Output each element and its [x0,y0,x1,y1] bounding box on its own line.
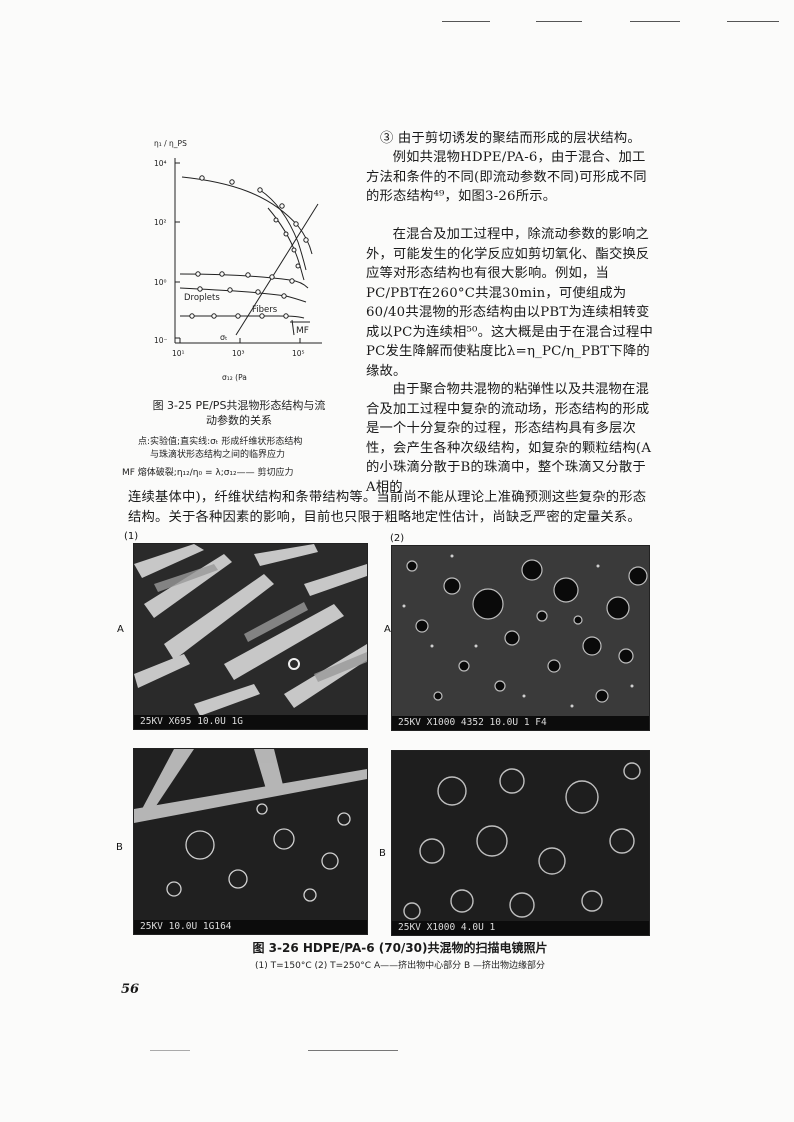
y-tick: 10⁻ [154,336,168,345]
row-label: B [116,842,123,853]
legend-line: MF 熔体破裂;η₁₂/η₀ = λ;σ₁₂—— 剪切应力 [122,468,294,478]
caption-line: 动参数的关系 [206,414,272,427]
mf-label: MF [296,326,309,336]
y-tick: 10² [154,218,167,227]
sem-info-bar: 25KV X1000 4.0U 1 [392,921,649,935]
droplets-label: Droplets [184,293,220,303]
paragraph: 由于聚合物共混物的粘弹性以及共混物在混合及加工过程中复杂的流动场，形态结构的形成… [366,382,652,495]
caption-line: 图 3-25 PE/PS共混物形态结构与流 [152,399,326,412]
fibers-label: Fibers [252,305,278,315]
column-label: (2) [390,533,405,544]
paragraph: ③ 由于剪切诱发的聚结而形成的层状结构。 [380,131,641,146]
sem-photo-1b: 25KV 10.0U 1G164 [133,748,368,935]
legend-line: 与珠滴状形态结构之间的临界应力 [150,450,286,460]
x-tick: 10¹ [172,349,185,358]
row-label: A [384,624,391,635]
sigma-label: σₜ [220,333,227,342]
y-axis-label: η₁ / η_PS [154,139,187,148]
sem-photo-1a: 25KV X695 10.0U 1G [133,543,368,730]
figure-3-25-caption: 图 3-25 PE/PS共混物形态结构与流 动参数的关系 [124,398,354,428]
figure-3-26-caption: 图 3-26 HDPE/PA-6 (70/30)共混物的扫描电镜照片 [252,941,548,955]
paragraph: 例如共混物HDPE/PA-6，由于混合、加工方法和条件的不同(即流动参数不同)可… [366,150,647,204]
paragraph: 在混合及加工过程中，除流动参数的影响之外，可能发生的化学反应如剪切氧化、酯交换反… [366,227,654,379]
sem-info-bar: 25KV X695 10.0U 1G [134,715,367,729]
x-tick: 10⁵ [292,349,305,358]
figure-3-25-plot: η₁ / η_PS 10⁴ 10² 10⁰ 10⁻ 10¹ 10³ 10⁵ σ₁… [140,130,360,390]
legend-line: 点:实验值;直实线:σₜ 形成纤维状形态结构 [138,437,303,447]
page-number: 56 [121,982,140,997]
sem-info-bar: 25KV X1000 4352 10.0U 1 F4 [392,716,649,730]
figure-3-25-legend: 点:实验值;直实线:σₜ 形成纤维状形态结构 与珠滴状形态结构之间的临界应力 [138,436,353,462]
sem-photo-2a: 25KV X1000 4352 10.0U 1 F4 [391,545,650,731]
row-label: B [379,848,386,859]
figure-3-26-subcaption: (1) T=150°C (2) T=250°C A——挤出物中心部分 B —挤出… [255,961,545,971]
column-label: (1) [124,531,139,542]
row-label: A [117,624,124,635]
paragraph: 连续基体中)，纤维状结构和条带结构等。当前尚不能从理论上准确预测这些复杂的形态结… [128,490,647,525]
y-tick: 10⁰ [154,278,167,287]
y-tick: 10⁴ [154,159,167,168]
sem-photo-2b: 25KV X1000 4.0U 1 [391,750,650,936]
x-tick: 10³ [232,349,245,358]
sem-info-bar: 25KV 10.0U 1G164 [134,920,367,934]
viscosity-ratio-chart: η₁ / η_PS 10⁴ 10² 10⁰ 10⁻ 10¹ 10³ 10⁵ σ₁… [154,139,322,382]
x-axis-label: σ₁₂ (Pa [222,373,247,382]
